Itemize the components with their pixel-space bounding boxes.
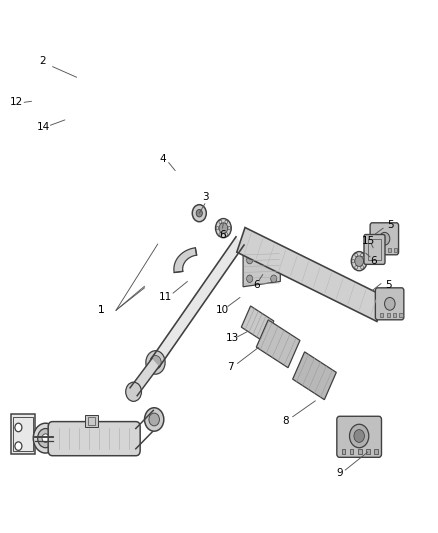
Circle shape	[146, 351, 165, 374]
Circle shape	[379, 232, 390, 245]
Text: 1: 1	[98, 305, 105, 315]
Bar	[380, 313, 383, 317]
Text: 1: 1	[98, 305, 105, 315]
Text: 6: 6	[253, 280, 260, 290]
Circle shape	[150, 356, 161, 369]
Polygon shape	[152, 237, 244, 367]
Circle shape	[33, 423, 58, 453]
Text: 2: 2	[39, 56, 46, 66]
Polygon shape	[256, 320, 300, 368]
Polygon shape	[243, 247, 280, 287]
Bar	[368, 239, 381, 260]
Polygon shape	[241, 306, 274, 342]
FancyBboxPatch shape	[337, 416, 381, 457]
Text: 11: 11	[159, 293, 172, 302]
FancyBboxPatch shape	[370, 223, 399, 255]
Circle shape	[42, 434, 49, 442]
Polygon shape	[293, 352, 336, 400]
Text: 5: 5	[385, 280, 392, 290]
Bar	[374, 449, 378, 454]
Text: 9: 9	[336, 469, 343, 478]
Text: 5: 5	[387, 220, 394, 230]
Circle shape	[271, 275, 277, 282]
Text: 3: 3	[201, 192, 208, 202]
Circle shape	[219, 223, 228, 233]
Text: 7: 7	[226, 362, 233, 372]
Bar	[342, 449, 345, 454]
Bar	[350, 449, 353, 454]
Bar	[399, 313, 403, 317]
Circle shape	[247, 256, 253, 264]
Polygon shape	[130, 359, 159, 395]
Circle shape	[351, 252, 367, 271]
Bar	[11, 414, 35, 454]
Text: 13: 13	[226, 334, 239, 343]
Circle shape	[15, 442, 22, 450]
Bar	[366, 449, 370, 454]
Bar	[393, 313, 396, 317]
Circle shape	[385, 297, 395, 310]
Polygon shape	[237, 228, 385, 321]
Circle shape	[149, 413, 159, 426]
Circle shape	[192, 205, 206, 222]
Circle shape	[255, 262, 271, 281]
Circle shape	[247, 275, 253, 282]
Circle shape	[15, 423, 22, 432]
Circle shape	[355, 256, 364, 266]
Text: 10: 10	[216, 305, 229, 315]
Bar	[375, 248, 378, 252]
FancyBboxPatch shape	[375, 288, 404, 320]
Bar	[13, 417, 33, 451]
Bar	[88, 417, 95, 425]
Bar	[387, 313, 390, 317]
Bar	[394, 248, 397, 252]
Circle shape	[38, 429, 53, 448]
Circle shape	[215, 219, 231, 238]
Bar	[358, 449, 362, 454]
Text: 14: 14	[37, 122, 50, 132]
Text: 8: 8	[282, 416, 289, 426]
Text: 4: 4	[159, 154, 166, 164]
Circle shape	[145, 408, 164, 431]
Circle shape	[350, 424, 369, 448]
Polygon shape	[174, 248, 197, 272]
Text: 6: 6	[370, 256, 377, 266]
Bar	[381, 248, 385, 252]
Bar	[388, 248, 391, 252]
Text: 6: 6	[219, 230, 226, 239]
Circle shape	[196, 209, 202, 217]
Bar	[85, 415, 98, 427]
Text: 12: 12	[10, 98, 23, 107]
Text: 15: 15	[362, 236, 375, 246]
Circle shape	[258, 266, 267, 277]
FancyBboxPatch shape	[364, 235, 385, 264]
Circle shape	[126, 382, 141, 401]
Circle shape	[354, 430, 364, 442]
FancyBboxPatch shape	[48, 422, 140, 456]
Circle shape	[271, 256, 277, 264]
